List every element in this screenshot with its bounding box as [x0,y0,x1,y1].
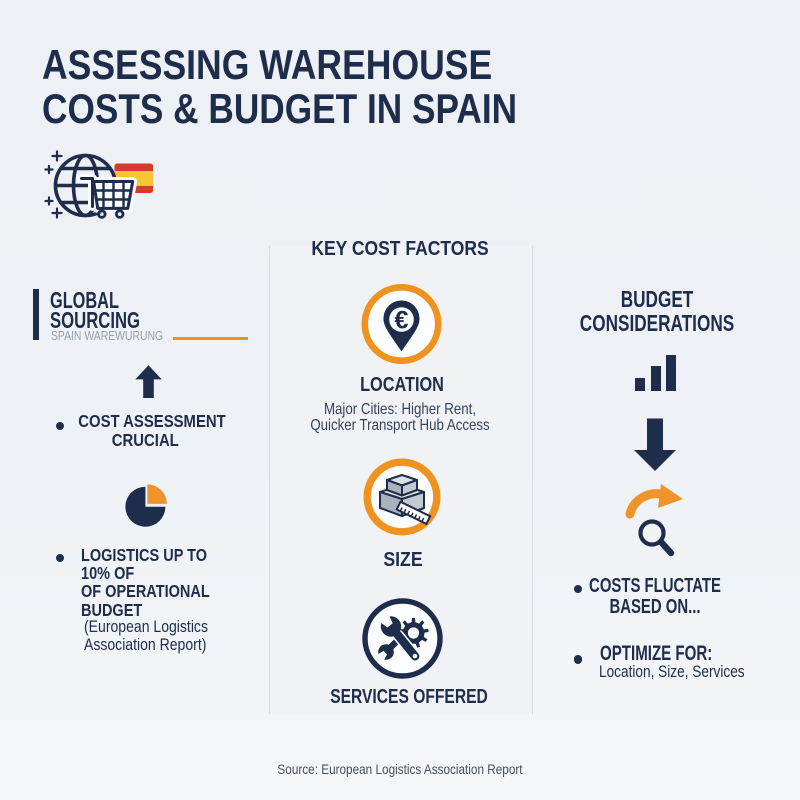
svg-text:€: € [395,307,409,335]
